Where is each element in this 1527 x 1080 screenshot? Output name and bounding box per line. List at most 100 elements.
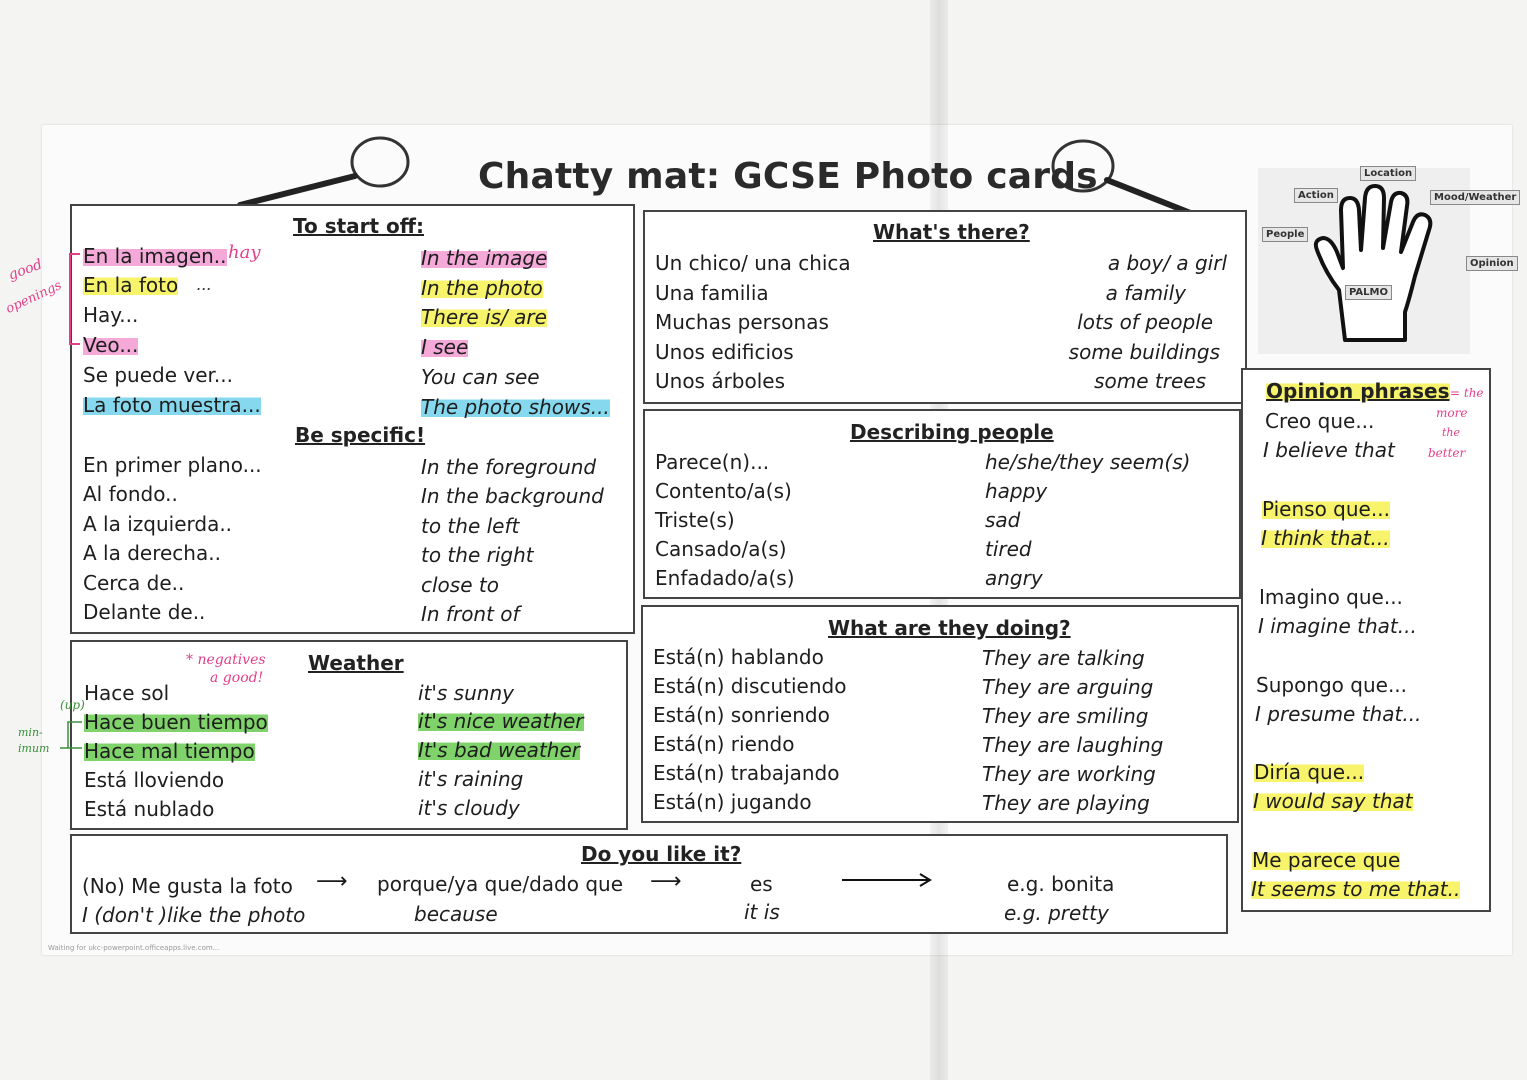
section-heading-like: Do you like it? <box>581 842 742 866</box>
phrase-en: I presume that... <box>1255 702 1422 726</box>
hand-label-palmo: PALMO <box>1345 285 1392 300</box>
phrase-es: Está(n) sonriendo <box>653 703 830 727</box>
phrase-es: Diría que... <box>1254 760 1365 784</box>
annotation-more: more <box>1436 406 1468 420</box>
phrase-en: They are working <box>982 762 1156 786</box>
phrase-es: Un chico/ una chica <box>655 251 851 275</box>
annotation-hay: hay <box>228 242 261 263</box>
annotation-negatives: * negatives <box>186 652 266 668</box>
phrase-en: it's raining <box>418 767 524 791</box>
phrase-es: A la izquierda.. <box>83 512 233 536</box>
phrase-es: Está(n) hablando <box>653 645 824 669</box>
phrase-en: I think that... <box>1261 526 1390 550</box>
phrase-en: to the left <box>421 514 520 538</box>
annotation-the: = the <box>1450 386 1484 400</box>
phrase-es: Contento/a(s) <box>655 479 792 503</box>
phrase-es: Enfadado/a(s) <box>655 566 795 590</box>
phrase-es: La foto muestra... <box>83 393 261 417</box>
footer-status: Waiting for ukc-powerpoint.officeapps.li… <box>48 944 220 952</box>
annotation-min: min- <box>18 726 43 739</box>
phrase-es: (No) Me gusta la foto <box>82 874 293 898</box>
phrase-es: A la derecha.. <box>83 541 221 565</box>
phrase-en: They are playing <box>982 791 1150 815</box>
phrase-en: In the photo <box>421 276 543 300</box>
magnifying-glass-icon <box>1051 139 1196 217</box>
section-heading-specific: Be specific! <box>295 423 426 447</box>
section-heading-start: To start off: <box>293 214 424 238</box>
phrase-en: because <box>414 902 498 926</box>
annotation-good: good <box>6 256 45 284</box>
annotation-imum: imum <box>18 742 50 755</box>
phrase-en: You can see <box>421 365 540 389</box>
arrow-right-icon: ⟶ <box>650 869 682 894</box>
phrase-es: Me parece que <box>1252 848 1401 872</box>
phrase-en: it's cloudy <box>418 796 520 820</box>
phrase-es: En la imagen.. <box>83 244 227 268</box>
phrase-en: happy <box>985 479 1048 503</box>
phrase-en: In the foreground <box>421 455 597 479</box>
phrase-es: Unos árboles <box>655 369 786 393</box>
phrase-es: Al fondo.. <box>83 482 178 506</box>
phrase-en: The photo shows... <box>421 395 610 419</box>
phrase-es: Delante de.. <box>83 600 206 624</box>
phrase-en: it's sunny <box>418 681 514 705</box>
phrase-en: some buildings <box>1068 340 1220 364</box>
phrase-es: Está nublado <box>84 797 215 821</box>
section-heading-describing: Describing people <box>850 420 1054 444</box>
phrase-en: angry <box>985 566 1043 590</box>
phrase-es: Imagino que... <box>1259 585 1403 609</box>
phrase-es: porque/ya que/dado que <box>377 872 623 896</box>
phrase-en: close to <box>421 573 499 597</box>
phrase-es: Parece(n)... <box>655 450 770 474</box>
hand-label-location: Location <box>1360 166 1417 181</box>
phrase-es: En la foto <box>83 273 179 297</box>
phrase-en: a boy/ a girl <box>1107 251 1227 275</box>
hand-label-opinion: Opinion <box>1466 256 1518 271</box>
phrase-es: Pienso que... <box>1262 497 1390 521</box>
phrase-es: Hace sol <box>84 681 170 705</box>
phrase-en: I see <box>421 335 469 359</box>
phrase-en: lots of people <box>1077 310 1213 334</box>
weather-box <box>70 640 628 830</box>
phrase-en: It seems to me that.. <box>1251 877 1461 901</box>
phrase-es: Creo que... <box>1265 409 1375 433</box>
phrase-es: Está(n) discutiendo <box>653 674 847 698</box>
phrase-es: Está(n) trabajando <box>653 761 840 785</box>
annotation-bracket <box>69 253 80 345</box>
phrase-en: They are arguing <box>982 675 1154 699</box>
page-title: Chatty mat: GCSE Photo cards <box>478 156 1098 197</box>
phrase-es: Está(n) riendo <box>653 732 795 756</box>
section-heading-doing: What are they doing? <box>828 616 1071 640</box>
hand-icon <box>1313 184 1433 342</box>
phrase-es: Está lloviendo <box>84 768 225 792</box>
annotation-bracket <box>60 721 82 749</box>
annotation-the-2: the <box>1442 426 1461 439</box>
phrase-es: Muchas personas <box>655 310 829 334</box>
phrase-es: Está(n) jugando <box>653 790 812 814</box>
section-heading-opinion: Opinion phrases <box>1266 379 1450 403</box>
arrow-right-icon: ⟶ <box>316 869 348 894</box>
doing-box <box>641 605 1239 823</box>
hand-label-people: People <box>1262 227 1309 242</box>
phrase-es: Unos edificios <box>655 340 794 364</box>
phrase-es: Veo... <box>83 333 139 357</box>
phrase-en: I (don't )like the photo <box>82 903 306 927</box>
phrase-en: it's nice weather <box>418 709 584 733</box>
phrase-en: In the background <box>421 484 604 508</box>
phrase-es: e.g. bonita <box>1007 872 1115 896</box>
phrase-en: In front of <box>421 602 520 626</box>
phrase-es: Cansado/a(s) <box>655 537 787 561</box>
phrase-es: es <box>750 872 773 896</box>
annotation-a-good: a good! <box>210 670 264 686</box>
hand-label-mood-weather: Mood/Weather <box>1430 190 1521 205</box>
annotation-up: (up) <box>60 698 85 712</box>
start-off-box <box>70 204 635 634</box>
phrase-es: Hay... <box>83 303 139 327</box>
whats-there-box <box>643 210 1247 404</box>
hand-label-action: Action <box>1294 188 1338 203</box>
phrase-en: sad <box>985 508 1021 532</box>
describing-people-box <box>643 409 1241 599</box>
phrase-en: I believe that <box>1263 438 1395 462</box>
magnifying-glass-icon <box>237 136 410 208</box>
phrase-en: it is <box>744 900 780 924</box>
